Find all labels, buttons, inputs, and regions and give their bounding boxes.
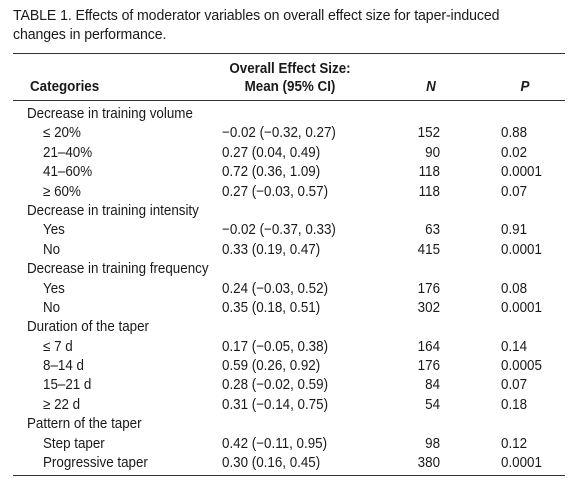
cell-effect-size: 0.72 (0.36, 1.09) bbox=[222, 164, 321, 181]
header-effect-size-line-1: Overall Effect Size: bbox=[229, 61, 351, 77]
top-rule bbox=[13, 53, 565, 54]
table-row: ≤ 20% −0.02 (−0.32, 0.27) 152 0.88 bbox=[0, 124, 577, 143]
cell-category: Decrease in training frequency bbox=[27, 261, 209, 278]
cell-n: 415 bbox=[417, 241, 440, 258]
cell-category: Step taper bbox=[43, 435, 105, 452]
cell-category: Duration of the taper bbox=[27, 319, 150, 336]
cell-category: Decrease in training intensity bbox=[27, 202, 199, 219]
cell-n: 176 bbox=[417, 280, 440, 297]
cell-p: 0.91 bbox=[501, 222, 528, 239]
cell-category: 21–40% bbox=[43, 144, 93, 161]
header-rule bbox=[13, 100, 565, 101]
table-group-row: Duration of the taper bbox=[0, 318, 577, 337]
table-row: Progressive taper 0.30 (0.16, 0.45) 380 0.0… bbox=[0, 454, 577, 473]
cell-category: No bbox=[43, 299, 61, 316]
cell-category: 15–21 d bbox=[43, 377, 92, 394]
cell-n: 63 bbox=[425, 222, 440, 239]
cell-n: 84 bbox=[425, 377, 440, 394]
cell-p: 0.02 bbox=[501, 144, 528, 161]
cell-n: 118 bbox=[418, 164, 440, 181]
cell-p: 0.0001 bbox=[501, 164, 542, 181]
header-p: P bbox=[520, 79, 530, 95]
table-row: Step taper 0.42 (−0.11, 0.95) 98 0.12 bbox=[0, 435, 577, 454]
cell-p: 0.0001 bbox=[501, 241, 542, 258]
table-row: ≥ 60% 0.27 (−0.03, 0.57) 118 0.07 bbox=[0, 183, 577, 202]
cell-effect-size: 0.27 (−0.03, 0.57) bbox=[222, 183, 329, 200]
table-group-row: Decrease in training frequency bbox=[0, 260, 577, 279]
header-effect-size-line-2: Mean (95% CI) bbox=[244, 79, 336, 95]
table-row: 41–60% 0.72 (0.36, 1.09) 118 0.0001 bbox=[0, 163, 577, 182]
cell-category: ≥ 60% bbox=[43, 183, 81, 200]
table-row: 21–40% 0.27 (0.04, 0.49) 90 0.02 bbox=[0, 144, 577, 163]
cell-p: 0.0001 bbox=[501, 299, 542, 316]
table-row: 15–21 d 0.28 (−0.02, 0.59) 84 0.07 bbox=[0, 376, 577, 395]
cell-n: 118 bbox=[418, 183, 440, 200]
table-row: ≤ 7 d 0.17 (−0.05, 0.38) 164 0.14 bbox=[0, 338, 577, 357]
cell-category: Decrease in training volume bbox=[27, 106, 193, 122]
table-group-row: Pattern of the taper bbox=[0, 415, 577, 434]
cell-effect-size: 0.42 (−0.11, 0.95) bbox=[222, 435, 328, 452]
table-row: ≥ 22 d 0.31 (−0.14, 0.75) 54 0.18 bbox=[0, 396, 577, 415]
cell-category: 41–60% bbox=[43, 164, 93, 181]
header-n: N bbox=[426, 79, 436, 95]
cell-category: No bbox=[43, 241, 61, 258]
cell-p: 0.88 bbox=[501, 125, 528, 142]
cell-p: 0.18 bbox=[501, 396, 528, 413]
cell-effect-size: 0.59 (0.26, 0.92) bbox=[222, 358, 321, 375]
cell-p: 0.14 bbox=[501, 338, 528, 355]
table-row: No 0.35 (0.18, 0.51) 302 0.0001 bbox=[0, 299, 577, 318]
header-categories: Categories bbox=[30, 79, 100, 95]
cell-effect-size: 0.30 (0.16, 0.45) bbox=[222, 455, 321, 472]
cell-effect-size: −0.02 (−0.37, 0.33) bbox=[222, 222, 336, 239]
table-row: No 0.33 (0.19, 0.47) 415 0.0001 bbox=[0, 241, 577, 260]
cell-effect-size: 0.27 (0.04, 0.49) bbox=[222, 144, 321, 161]
cell-n: 54 bbox=[425, 396, 440, 413]
table-caption: TABLE 1. Effects of moderator variables … bbox=[13, 6, 529, 44]
caption-line-1: TABLE 1. Effects of moderator variables … bbox=[13, 7, 500, 24]
cell-n: 164 bbox=[417, 338, 440, 355]
cell-n: 380 bbox=[417, 455, 440, 472]
table-row: 8–14 d 0.59 (0.26, 0.92) 176 0.0005 bbox=[0, 357, 577, 376]
cell-p: 0.0005 bbox=[501, 358, 542, 375]
cell-category: ≤ 7 d bbox=[43, 338, 73, 355]
cell-p: 0.08 bbox=[501, 280, 528, 297]
cell-category: Yes bbox=[43, 280, 65, 297]
cell-category: Pattern of the taper bbox=[27, 416, 142, 433]
cell-p: 0.07 bbox=[501, 377, 528, 394]
table-row: Yes −0.02 (−0.37, 0.33) 63 0.91 bbox=[0, 221, 577, 240]
cell-n: 90 bbox=[425, 144, 440, 161]
bottom-rule bbox=[13, 475, 565, 476]
cell-category: Progressive taper bbox=[43, 455, 148, 472]
table-body: Decrease in training volume ≤ 20% −0.02 (−… bbox=[0, 105, 577, 473]
cell-p: 0.0001 bbox=[501, 455, 542, 472]
cell-effect-size: 0.28 (−0.02, 0.59) bbox=[222, 377, 329, 394]
table-group-row: Decrease in training intensity bbox=[0, 202, 577, 221]
cell-p: 0.12 bbox=[501, 435, 528, 452]
cell-n: 176 bbox=[417, 358, 440, 375]
cell-n: 98 bbox=[425, 435, 440, 452]
cell-n: 152 bbox=[417, 125, 440, 142]
cell-category: Yes bbox=[43, 222, 65, 239]
table-group-row: Decrease in training volume bbox=[0, 105, 577, 124]
table-row: Yes 0.24 (−0.03, 0.52) 176 0.08 bbox=[0, 280, 577, 299]
cell-effect-size: 0.31 (−0.14, 0.75) bbox=[222, 396, 329, 413]
cell-effect-size: 0.33 (0.19, 0.47) bbox=[222, 241, 321, 258]
cell-category: ≤ 20% bbox=[43, 125, 81, 142]
cell-effect-size: 0.17 (−0.05, 0.38) bbox=[222, 338, 329, 355]
cell-p: 0.07 bbox=[501, 183, 528, 200]
cell-effect-size: 0.24 (−0.03, 0.52) bbox=[222, 280, 329, 297]
cell-effect-size: 0.35 (0.18, 0.51) bbox=[222, 299, 321, 316]
cell-category: ≥ 22 d bbox=[43, 396, 81, 413]
cell-category: 8–14 d bbox=[43, 358, 84, 375]
caption-line-2: changes in performance. bbox=[13, 26, 167, 43]
cell-effect-size: −0.02 (−0.32, 0.27) bbox=[222, 125, 336, 142]
header-effect-size: Overall Effect Size: Mean (95% CI) bbox=[206, 60, 373, 96]
cell-n: 302 bbox=[417, 299, 440, 316]
